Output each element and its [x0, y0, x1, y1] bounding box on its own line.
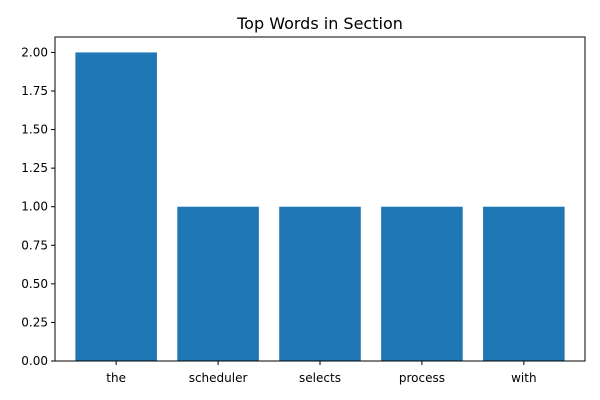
bar-process	[381, 206, 463, 361]
chart-title: Top Words in Section	[236, 14, 403, 33]
x-tick-label: scheduler	[189, 371, 248, 385]
x-tick-label: selects	[299, 371, 341, 385]
y-tick-label: 0.75	[21, 238, 48, 252]
bar-the	[75, 52, 157, 362]
bar-scheduler	[177, 206, 259, 361]
y-tick-label: 1.00	[21, 200, 48, 214]
y-tick-label: 1.25	[21, 161, 48, 175]
y-tick-label: 0.00	[21, 354, 48, 368]
x-axis: the scheduler selects process with	[106, 361, 537, 385]
y-axis: 0.00 0.25 0.50 0.75 1.00 1.25 1.50 1.75 2.00	[21, 45, 55, 368]
bar-with	[483, 206, 565, 361]
y-tick-label: 0.25	[21, 315, 48, 329]
plot-frame	[54, 36, 586, 362]
y-tick-label: 2.00	[21, 45, 48, 59]
y-tick-label: 1.50	[21, 123, 48, 137]
y-tick-label: 1.75	[21, 84, 48, 98]
bars-group	[75, 52, 565, 362]
bar-selects	[279, 206, 361, 361]
x-tick-label: with	[511, 371, 536, 385]
x-tick-label: the	[106, 371, 126, 385]
x-tick-label: process	[399, 371, 445, 385]
y-tick-label: 0.50	[21, 277, 48, 291]
